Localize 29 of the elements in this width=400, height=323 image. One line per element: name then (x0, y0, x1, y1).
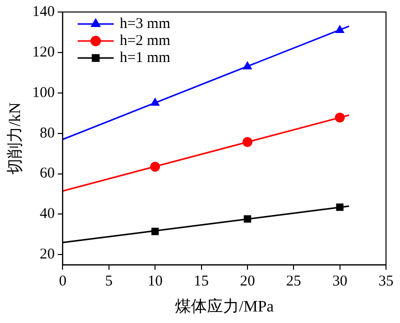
y-tick-label: 120 (32, 44, 55, 60)
legend-label: h=2 mm (120, 32, 171, 49)
x-tick-label: 0 (58, 274, 66, 290)
legend-label: h=3 mm (120, 16, 171, 32)
point (334, 112, 345, 123)
legend-label: h=1 mm (120, 50, 171, 66)
x-tick-label: 35 (378, 274, 394, 290)
x-tick-label: 30 (332, 274, 348, 290)
x-axis-title: 煤体应力/MPa (175, 298, 274, 316)
point (244, 215, 252, 223)
x-tick-label: 5 (105, 274, 113, 290)
y-tick-label: 140 (32, 4, 55, 20)
point (150, 98, 160, 106)
point (150, 162, 160, 172)
x-tick-label: 20 (240, 274, 255, 290)
point (336, 203, 344, 211)
x-tick-label: 25 (286, 274, 302, 290)
point (243, 62, 252, 70)
point (151, 228, 159, 236)
y-tick-label: 80 (40, 125, 55, 142)
x-tick-label: 15 (194, 274, 209, 290)
point (335, 25, 344, 33)
y-tick-label: 40 (40, 206, 55, 222)
y-axis-title: 切削力/kN (6, 102, 24, 174)
y-tick-label: 100 (32, 84, 55, 101)
y-tick-label: 20 (40, 246, 55, 263)
y-tick-label: 60 (40, 166, 55, 182)
point (242, 137, 252, 148)
x-tick-label: 10 (148, 274, 163, 290)
